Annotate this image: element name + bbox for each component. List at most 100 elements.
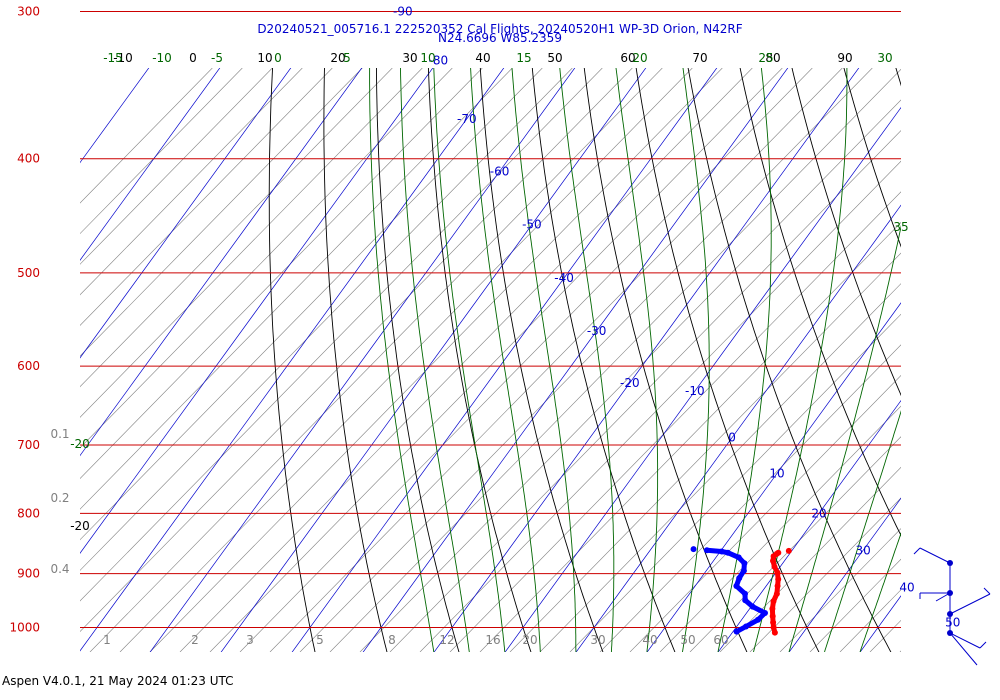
- mixing-ratio-line: [80, 68, 603, 602]
- mixing-ratio-line: [80, 68, 273, 265]
- isotherm-label: -90: [393, 5, 413, 19]
- isotherm-label: -30: [587, 324, 607, 338]
- moist-adiabat-line: [717, 68, 772, 652]
- isotherm-line: [788, 497, 901, 652]
- mixing-ratio-line: [719, 466, 901, 652]
- moist-adiabat-label: -15: [103, 51, 123, 65]
- isotherm-label: -10: [685, 384, 705, 398]
- temperature-point: [769, 605, 776, 612]
- moist-adiabat-label: -5: [211, 51, 223, 65]
- moist-adiabat-line: [615, 68, 659, 652]
- moist-adiabat-line: [788, 224, 901, 652]
- mixing-ratio-label: 5: [316, 633, 324, 647]
- dry-adiabat-line: [376, 68, 460, 652]
- isobar-label: 700: [17, 438, 40, 452]
- mixing-ratio-line: [80, 68, 363, 357]
- isotherm-line: [80, 68, 434, 554]
- isotherm-label: -60: [490, 164, 510, 178]
- dry-adiabat-line: [687, 68, 892, 652]
- moist-adiabat-line: [753, 68, 848, 652]
- dry-adiabat-line: [583, 68, 748, 652]
- moist-adiabat-label: 15: [516, 51, 531, 65]
- moist-adiabat-label: 5: [343, 51, 351, 65]
- mixing-ratio-line: [239, 68, 813, 652]
- mixing-ratio-label: 2: [191, 633, 199, 647]
- mixing-ratio-line: [960, 68, 1000, 652]
- isotherm-line: [575, 204, 901, 652]
- mixing-ratio-line: [599, 344, 901, 652]
- dewpoint-point: [741, 560, 748, 567]
- dry-adiabat-line: [635, 68, 820, 652]
- footer-version: Aspen V4.0.1, 21 May 2024 01:23 UTC: [2, 674, 234, 688]
- isobar-lines: [80, 11, 901, 628]
- dewpoint-point: [733, 628, 740, 635]
- mixing-ratio-line: [80, 68, 633, 633]
- dewpoint-point: [762, 610, 768, 616]
- moist-adiabat-line: [511, 68, 577, 652]
- isotherm-line: [717, 399, 901, 652]
- dewpoint-point: [743, 623, 749, 630]
- grid-lines: [80, 0, 1000, 676]
- isotherm-label: 30: [855, 543, 870, 557]
- isotherm-line: [220, 68, 647, 652]
- mixing-ratio-label: 1: [103, 633, 111, 647]
- moist-adiabat-label: -20: [70, 437, 90, 451]
- dry-adiabat-label: -20: [70, 519, 90, 533]
- temperature-point: [771, 629, 778, 636]
- mixing-ratio-label: 8: [388, 633, 396, 647]
- moist-adiabat-label: 20: [632, 51, 647, 65]
- mixing-ratio-line: [509, 252, 901, 652]
- isotherm-label: -80: [429, 53, 449, 67]
- sounding-traces: [690, 546, 792, 636]
- temperature-point: [771, 563, 778, 570]
- isotherm-line: [914, 0, 1000, 676]
- moist-adiabat-line: [859, 531, 901, 652]
- moist-adiabat-line: [682, 68, 710, 652]
- isotherm-line: [859, 595, 901, 652]
- dewpoint-point: [718, 548, 725, 555]
- dry-adiabat-label: 80: [765, 51, 780, 65]
- mixing-ratio-line: [689, 436, 901, 652]
- mixing-ratio-label: 30: [590, 633, 605, 647]
- mixing-ratio-line: [569, 313, 901, 652]
- mixing-ratio-line: [449, 191, 901, 652]
- mixing-ratio-line: [479, 221, 901, 652]
- dry-adiabat-line: [479, 68, 604, 652]
- isotherm-label: 20: [811, 506, 826, 520]
- isotherm-label: -40: [554, 271, 574, 285]
- wind-barb-line: [949, 593, 991, 615]
- isotherm-line: [504, 106, 901, 652]
- moist-adiabat-line: [470, 68, 541, 652]
- isotherm-line: [646, 302, 901, 652]
- mixing-ratio-label: 16: [485, 633, 500, 647]
- isotherm-line: [433, 68, 860, 652]
- isobar-label: 500: [17, 266, 40, 280]
- mixing-ratio-line: [80, 68, 303, 296]
- dry-adiabat-line: [953, 0, 1000, 676]
- moist-adiabat-label: 30: [877, 51, 892, 65]
- chart-title-line1: D20240521_005716.1 222520352 Cal Flights…: [257, 22, 742, 36]
- wind-barb-panel: [913, 547, 991, 666]
- dewpoint-point: [742, 597, 749, 604]
- mixing-ratio-line: [299, 68, 873, 652]
- dry-adiabat-label: 0: [189, 51, 197, 65]
- dewpoint-point: [736, 575, 743, 582]
- mixing-ratio-label: 60: [713, 633, 728, 647]
- isotherm-line: [149, 68, 576, 652]
- temperature-point: [775, 576, 782, 583]
- moist-adiabat-line: [559, 68, 615, 652]
- isotherm-line: [80, 68, 292, 359]
- mixing-ratio-label: 40: [642, 633, 657, 647]
- dewpoint-point: [740, 567, 747, 574]
- temperature-point: [770, 598, 777, 605]
- isotherm-line: [80, 68, 363, 457]
- temperature-point: [770, 557, 776, 564]
- wind-barb-line: [949, 632, 978, 666]
- dewpoint-point: [733, 583, 740, 589]
- dry-adiabat-label: 60: [620, 51, 635, 65]
- mixing-ratio-line: [149, 68, 723, 652]
- isotherm-label: -20: [620, 376, 640, 390]
- moist-adiabat-label: 10: [420, 51, 435, 65]
- isotherm-line: [80, 68, 221, 261]
